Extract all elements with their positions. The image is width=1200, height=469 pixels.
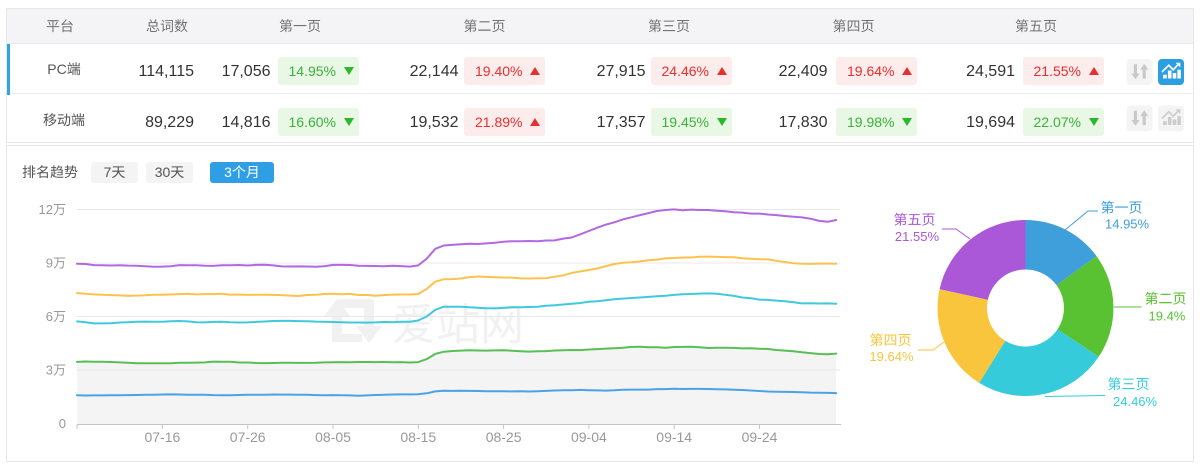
svg-text:09-14: 09-14	[656, 427, 692, 447]
svg-text:9万: 9万	[46, 253, 66, 272]
svg-text:07-26: 07-26	[230, 427, 266, 447]
svg-text:09-04: 09-04	[571, 427, 607, 447]
svg-text:第三页: 第三页	[1108, 374, 1150, 394]
svg-text:6万: 6万	[46, 306, 66, 325]
svg-text:0: 0	[59, 413, 66, 432]
svg-text:第二页: 第二页	[1145, 289, 1187, 309]
svg-text:19.64%: 19.64%	[869, 346, 914, 365]
svg-text:12万: 12万	[39, 199, 66, 218]
svg-text:21.55%: 21.55%	[895, 226, 940, 245]
svg-text:08-25: 08-25	[486, 427, 522, 447]
svg-text:08-05: 08-05	[315, 427, 351, 447]
svg-text:07-16: 07-16	[144, 427, 180, 447]
svg-text:第四页: 第四页	[870, 330, 912, 350]
svg-text:第一页: 第一页	[1101, 198, 1143, 218]
svg-text:19.4%: 19.4%	[1149, 306, 1186, 325]
svg-text:3万: 3万	[46, 360, 66, 379]
svg-text:14.95%: 14.95%	[1105, 214, 1150, 233]
svg-text:第五页: 第五页	[894, 210, 936, 230]
svg-text:24.46%: 24.46%	[1113, 391, 1158, 410]
svg-text:09-24: 09-24	[742, 427, 778, 447]
svg-text:08-15: 08-15	[400, 427, 436, 447]
